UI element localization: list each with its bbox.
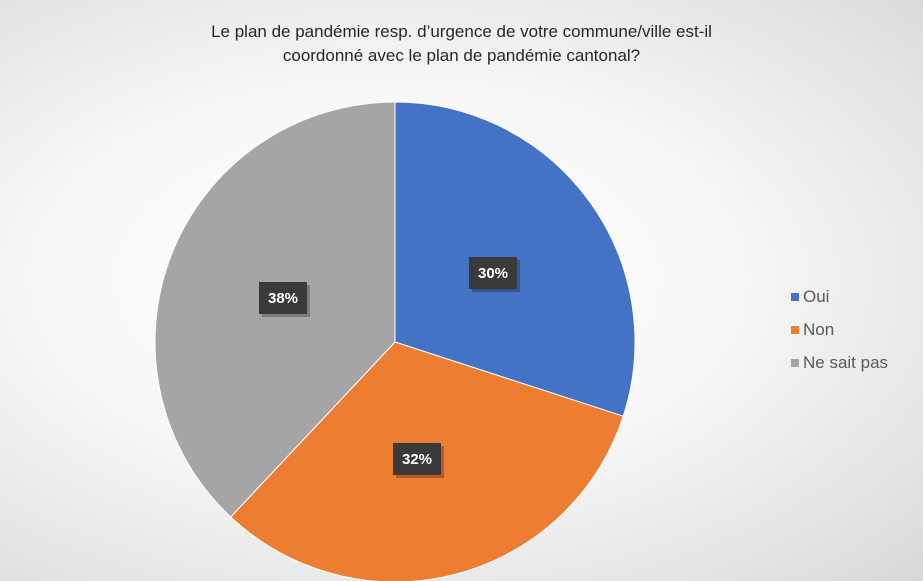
legend: Oui Non Ne sait pas (791, 284, 888, 383)
legend-label-ne-sait-pas: Ne sait pas (803, 352, 889, 372)
chart-title-line-2: coordonné avec le plan de pandémie canto… (282, 46, 641, 65)
data-label-non: 32% (393, 443, 444, 478)
legend-swatch-non (791, 325, 799, 334)
legend-item-non: Non (791, 317, 888, 342)
data-label-oui: 30% (469, 257, 520, 292)
legend-item-oui: Oui (791, 284, 888, 309)
legend-label-oui: Oui (803, 286, 830, 306)
legend-swatch-oui (791, 292, 799, 301)
legend-swatch-ne-sait-pas (791, 358, 799, 367)
legend-item-ne-sait-pas: Ne sait pas (791, 350, 888, 375)
svg-text:38%: 38% (268, 290, 298, 307)
svg-text:32%: 32% (402, 451, 432, 468)
legend-label-non: Non (803, 319, 835, 339)
chart-title: Le plan de pandémie resp. d’urgence de v… (0, 20, 923, 68)
data-label-ne-sait-pas: 38% (259, 282, 310, 317)
chart-title-line-1: Le plan de pandémie resp. d’urgence de v… (211, 22, 712, 41)
svg-text:30%: 30% (478, 265, 508, 282)
